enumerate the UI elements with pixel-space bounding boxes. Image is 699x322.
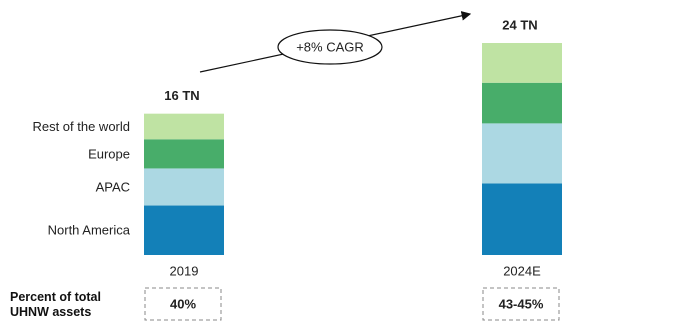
share-value: 40% <box>170 296 196 311</box>
bar-segment <box>144 113 224 140</box>
share-title: Percent of total UHNW assets <box>10 290 101 319</box>
share-box <box>144 287 222 321</box>
cagr-label: +8% CAGR <box>296 39 364 54</box>
total-label: 16 TN <box>164 88 199 103</box>
x-tick-label: 2024E <box>503 263 541 278</box>
legend-label: North America <box>48 223 131 238</box>
bar-segment <box>144 139 224 169</box>
bar-segment <box>482 43 562 83</box>
legend-label: APAC <box>96 179 130 194</box>
legend-label: Europe <box>88 146 130 161</box>
bar-segment <box>482 82 562 124</box>
bar-segment <box>144 168 224 206</box>
bar-segment <box>482 123 562 184</box>
x-tick-label: 2019 <box>170 263 199 278</box>
total-label: 24 TN <box>502 17 537 32</box>
cagr-ellipse <box>277 29 383 65</box>
share-box <box>482 287 560 321</box>
bar-segment <box>482 183 562 255</box>
legend-label: Rest of the world <box>32 119 130 134</box>
share-value: 43-45% <box>499 296 544 311</box>
bar-segment <box>144 205 224 255</box>
